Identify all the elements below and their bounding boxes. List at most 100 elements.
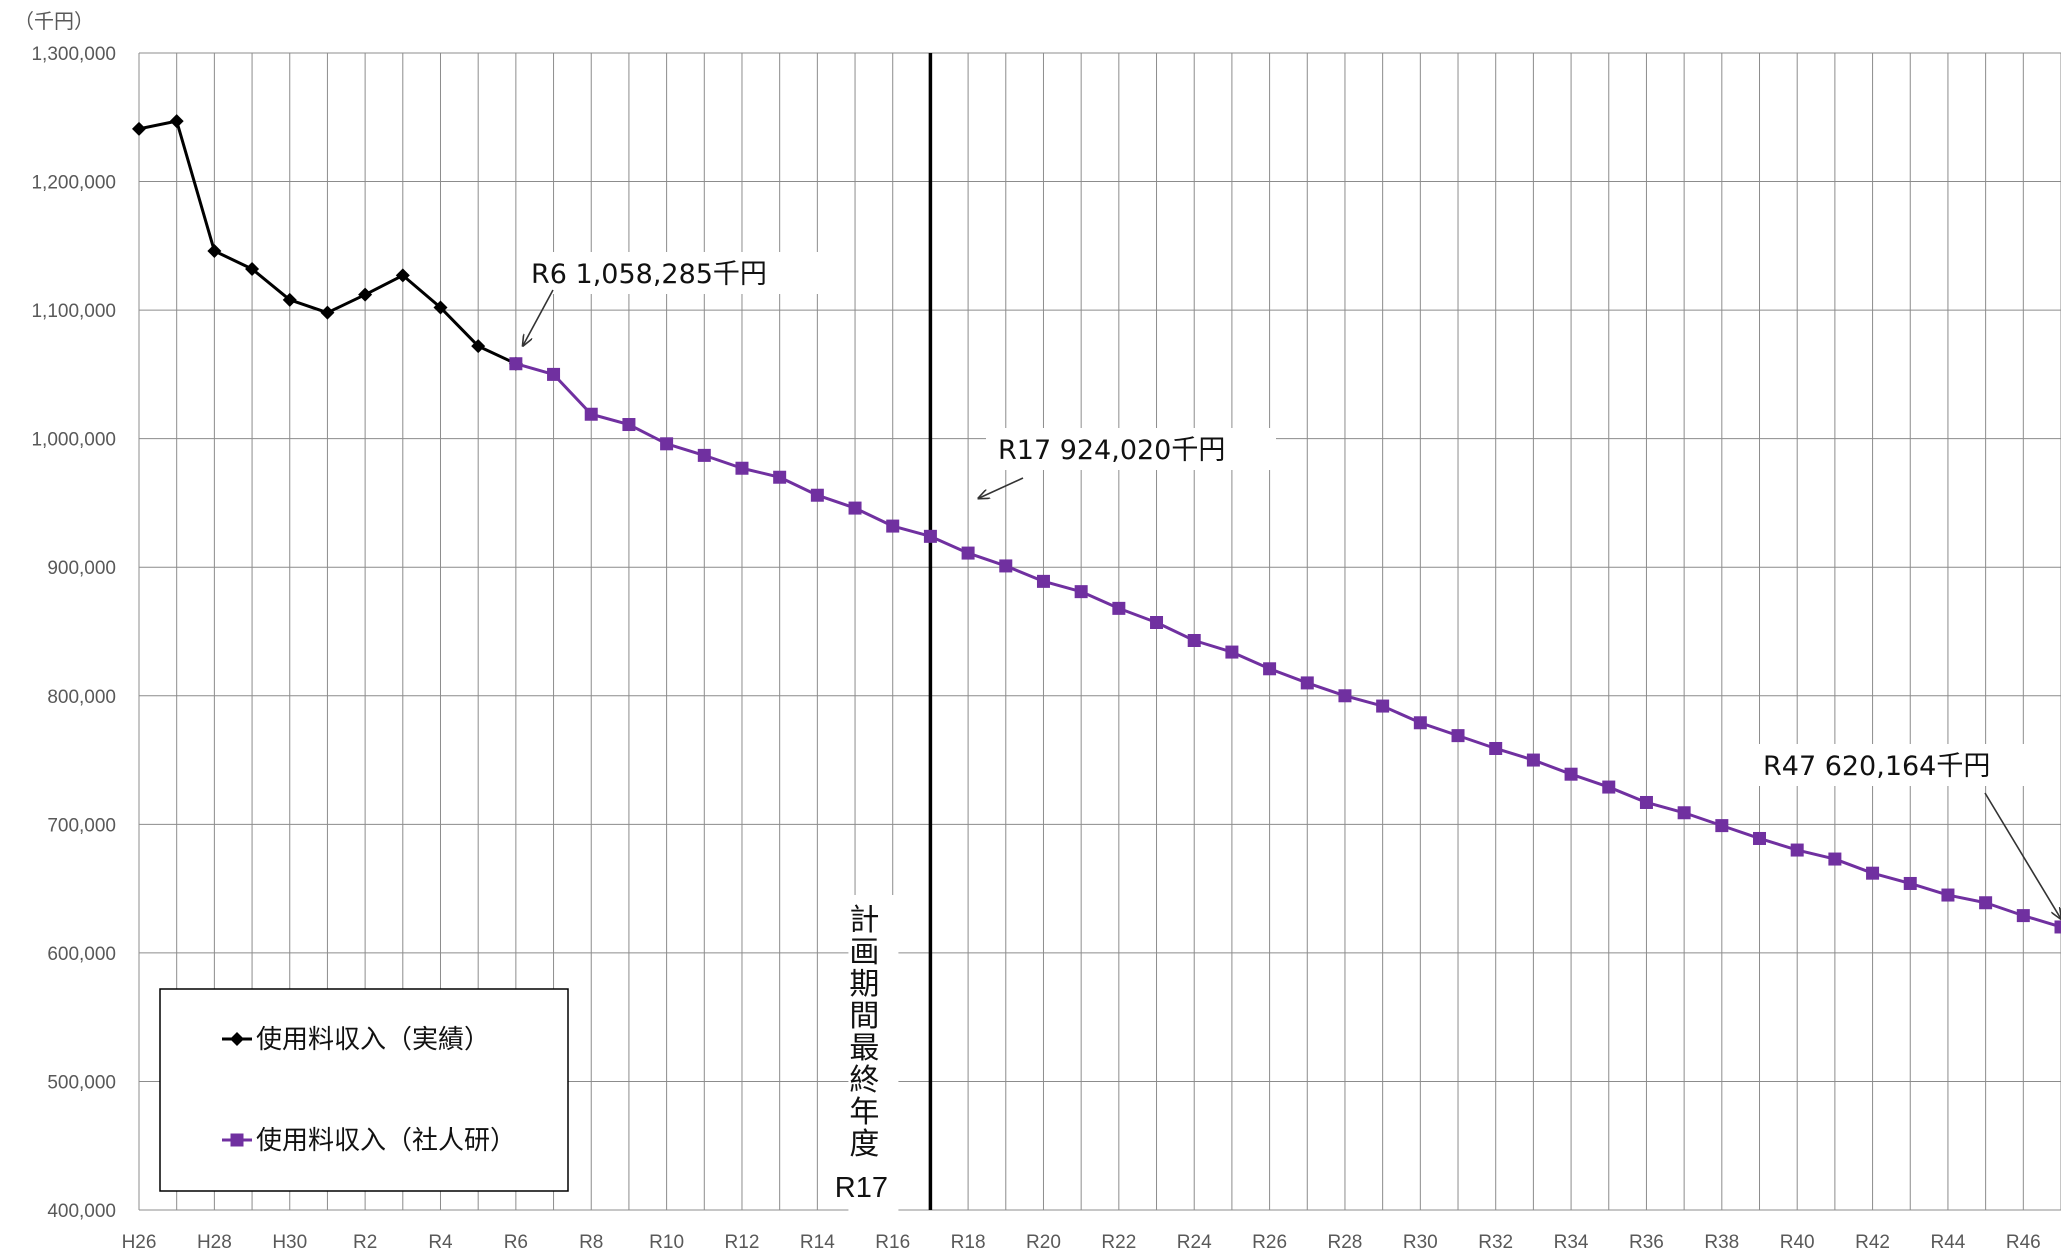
data-point-marker [1564,767,1578,781]
data-point-marker [1451,729,1465,743]
plan-label-char: 計 [849,903,879,938]
x-tick-label: R14 [800,1232,835,1252]
legend-marker [230,1032,244,1046]
data-point-marker [848,501,862,515]
x-tick-label: R4 [428,1232,453,1252]
data-point-marker [1639,795,1653,809]
series-layer [132,114,2061,934]
data-point-marker [1338,689,1352,703]
x-tick-label: R30 [1403,1232,1438,1252]
x-tick-label: R34 [1554,1232,1589,1252]
data-point-marker [1413,716,1427,730]
data-point-marker [1489,741,1503,755]
data-point-marker [1677,806,1691,820]
data-point-marker [1866,866,1880,880]
data-point-marker [169,114,184,129]
x-tick-label: R20 [1026,1232,1061,1252]
data-point-marker [547,367,561,381]
y-tick-label: 1,200,000 [31,173,116,194]
y-tick-label: 700,000 [47,815,116,836]
data-point-marker [433,300,448,315]
x-tick-label: R18 [951,1232,986,1252]
x-tick-label: R26 [1252,1232,1287,1252]
data-point-marker [1790,843,1804,857]
data-point-marker [1150,616,1164,630]
x-tick-label: R10 [649,1232,684,1252]
data-point-marker [207,243,222,258]
y-tick-label: 1,000,000 [31,430,116,451]
annotation-box [1752,744,2042,786]
annotation-arrow [978,477,1024,498]
data-point-marker [1526,753,1540,767]
x-tick-label: R32 [1478,1232,1513,1252]
plan-label-char: 期 [849,967,879,1002]
data-point-marker [622,418,636,432]
plan-label-char: 終 [849,1063,879,1098]
data-point-marker [660,437,674,451]
data-point-marker [1715,819,1729,833]
x-tick-label: R36 [1629,1232,1664,1252]
data-point-marker [1225,645,1239,659]
data-point-marker [1036,574,1050,588]
x-tick-label: R22 [1101,1232,1136,1252]
y-axis-ticks: 400,000 500,000 600,000 700,000 800,000 900,0… [31,44,116,1222]
data-point-marker [358,287,373,302]
data-point-marker [810,488,824,502]
x-tick-label: R24 [1177,1232,1212,1252]
annotation-box [986,428,1276,470]
y-tick-label: 1,300,000 [31,44,116,65]
x-tick-label: R28 [1328,1232,1363,1252]
data-point-marker [320,305,335,320]
y-tick-label: 400,000 [47,1201,116,1222]
x-tick-label: R42 [1855,1232,1890,1252]
y-tick-label: 800,000 [47,687,116,708]
data-point-marker [1074,585,1088,599]
x-tick-label: R12 [725,1232,760,1252]
plan-label-char: 年 [849,1095,879,1130]
x-tick-label: R40 [1780,1232,1815,1252]
data-point-marker [773,470,787,484]
data-point-marker [1300,676,1314,690]
legend: 使用料収入（実績） 使用料収入（社人研） [159,988,569,1192]
legend-label: 使用料収入（社人研） [256,1126,516,1156]
x-tick-label: R6 [504,1232,528,1252]
data-point-marker [132,121,146,136]
plan-year-label: R17 [835,1172,888,1204]
data-point-marker [282,292,297,307]
x-tick-label: R38 [1704,1232,1739,1252]
grid-lines [138,52,2061,1211]
x-tick-label: R46 [2006,1232,2041,1252]
data-point-marker [2016,909,2030,923]
y-unit-label: （千円） [14,9,94,33]
x-tick-label: H30 [272,1232,307,1252]
x-tick-label: R8 [579,1232,603,1252]
data-point-marker [1602,780,1616,794]
annotation-layer: R6 1,058,285千円 R17 924,020千円 R47 620,164千円 [520,252,2061,919]
x-tick-label: R2 [353,1232,377,1252]
data-point-marker [584,407,598,421]
plan-label-char: 間 [849,999,879,1034]
x-axis-ticks: H26 H28 H30 R2 R4 R6 R8 R10 R12 R14 R16 R18 R20 R22 R2… [122,1232,2041,1252]
x-tick-label: R44 [1931,1232,1966,1252]
data-point-marker [245,261,260,276]
data-point-marker [1753,831,1767,845]
legend-marker [230,1133,244,1147]
series-line-1 [515,362,2061,929]
x-tick-label: H28 [197,1232,232,1252]
data-point-marker [999,559,1013,573]
data-point-marker [509,357,523,371]
data-point-marker [735,461,749,475]
annotation-box [520,252,820,294]
y-tick-label: 1,100,000 [31,301,116,322]
plan-label-char: 度 [849,1127,879,1162]
annotation-label: R47 620,164千円 [1763,751,1990,782]
data-point-marker [961,546,975,560]
data-point-marker [1112,601,1126,615]
y-tick-label: 500,000 [47,1072,116,1093]
x-tick-label: R16 [875,1232,910,1252]
data-point-marker [2054,920,2061,934]
plan-label-char: 画 [849,935,879,970]
plan-label-char: 最 [849,1031,879,1066]
data-point-marker [471,339,486,354]
